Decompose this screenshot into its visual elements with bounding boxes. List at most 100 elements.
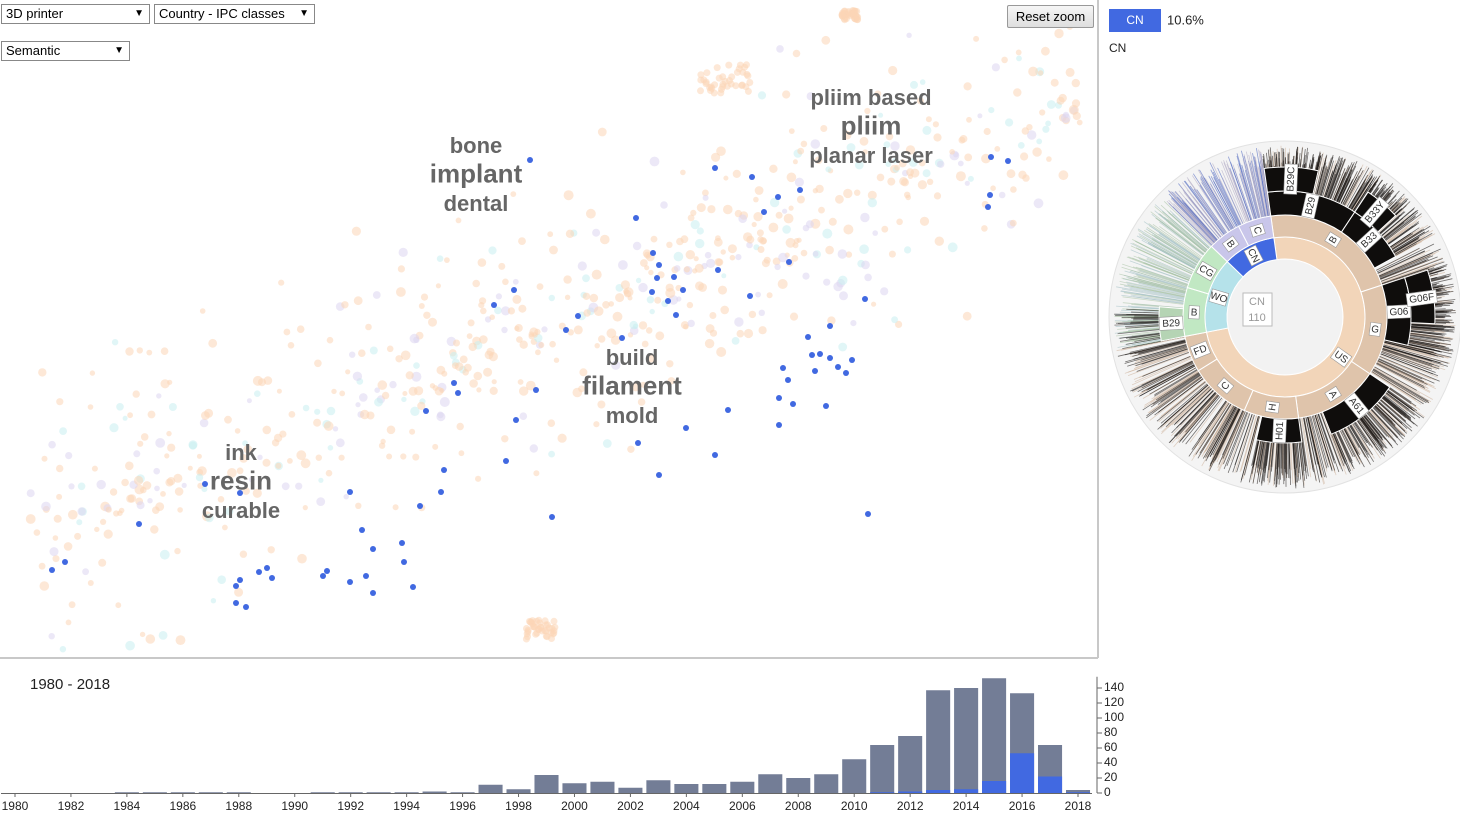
year-bar — [143, 792, 167, 793]
x-tick-label: 1980 — [2, 799, 29, 813]
background-dot — [354, 296, 363, 305]
topic-term: mold — [606, 403, 659, 429]
background-dot — [899, 177, 908, 186]
background-dot — [423, 312, 430, 319]
background-dot — [341, 301, 348, 308]
x-tick-label: 2016 — [1009, 799, 1036, 813]
document-dot — [233, 600, 239, 606]
background-dot — [1072, 99, 1080, 107]
background-dot — [721, 273, 726, 278]
background-dot — [801, 141, 808, 148]
background-dot — [964, 82, 972, 90]
background-dot — [529, 327, 538, 336]
background-dot — [472, 280, 480, 288]
background-dot — [738, 82, 745, 89]
background-dot — [137, 501, 145, 509]
layout-select[interactable]: Semantic▼ — [1, 41, 130, 61]
background-dot — [647, 296, 654, 303]
document-dot — [233, 583, 239, 589]
background-dot — [720, 306, 729, 315]
background-dot — [196, 474, 203, 481]
background-dot — [592, 229, 600, 237]
document-dot — [827, 323, 833, 329]
background-dot — [133, 390, 140, 397]
background-dot — [324, 421, 334, 431]
background-dot — [200, 308, 206, 314]
background-dot — [839, 291, 848, 300]
dataset-select[interactable]: 3D printer▼ — [1, 4, 150, 24]
background-dot — [926, 116, 932, 122]
background-dot — [113, 510, 119, 516]
background-dot — [611, 336, 620, 345]
background-dot — [880, 287, 888, 295]
background-dot — [224, 416, 232, 424]
background-dot — [896, 219, 903, 226]
background-dot — [707, 87, 714, 94]
background-dot — [933, 133, 941, 141]
background-dot — [762, 259, 770, 267]
background-dot — [881, 226, 888, 233]
background-dot — [254, 390, 261, 397]
background-dot — [868, 198, 877, 207]
background-dot — [247, 398, 252, 403]
background-dot — [513, 279, 519, 285]
background-dot — [590, 294, 599, 303]
background-dot — [510, 191, 516, 197]
background-dot — [40, 581, 50, 591]
background-dot — [608, 301, 614, 307]
background-dot — [201, 486, 207, 492]
document-dot — [269, 575, 275, 581]
background-dot — [512, 295, 521, 304]
background-dot — [973, 36, 979, 42]
background-dot — [355, 503, 361, 509]
background-dot — [167, 380, 172, 385]
document-dot — [633, 215, 639, 221]
background-dot — [838, 343, 847, 352]
background-dot — [820, 125, 827, 132]
background-dot — [59, 427, 67, 435]
background-dot — [150, 525, 158, 533]
background-dot — [498, 263, 505, 270]
background-dot — [703, 80, 710, 87]
background-dot — [843, 225, 853, 235]
background-dot — [174, 548, 180, 554]
document-dot — [410, 584, 416, 590]
background-dot — [314, 360, 322, 368]
document-dot — [780, 365, 786, 371]
document-dot — [1005, 158, 1011, 164]
background-dot — [65, 452, 72, 459]
document-dot — [812, 368, 818, 374]
background-dot — [674, 252, 684, 262]
reset-zoom-button[interactable]: Reset zoom — [1007, 5, 1094, 28]
background-dot — [1010, 220, 1017, 227]
document-dot — [491, 302, 497, 308]
background-dot — [603, 439, 612, 448]
background-dot — [94, 527, 99, 532]
background-dot — [457, 423, 464, 430]
background-dot — [134, 476, 143, 485]
background-dot — [479, 297, 486, 304]
document-dot — [575, 313, 581, 319]
background-dot — [627, 446, 634, 453]
background-dot — [406, 371, 414, 379]
background-dot — [327, 337, 334, 344]
y-tick-label: 100 — [1104, 710, 1124, 724]
background-dot — [648, 270, 653, 275]
coloring-select[interactable]: Country - IPC classes▼ — [154, 4, 315, 24]
year-bar — [227, 792, 251, 793]
background-dot — [963, 312, 972, 321]
document-dot — [747, 293, 753, 299]
document-dot — [347, 579, 353, 585]
fringe-ray — [1435, 309, 1446, 310]
year-bar — [367, 792, 391, 793]
document-dot — [987, 192, 993, 198]
background-dot — [327, 407, 336, 416]
background-dot — [140, 487, 147, 494]
background-dot — [981, 225, 988, 232]
background-dot — [53, 535, 59, 541]
background-dot — [686, 250, 695, 259]
background-dot — [758, 246, 765, 253]
year-bar — [814, 774, 838, 793]
background-dot — [850, 10, 857, 17]
background-dot — [666, 360, 673, 367]
